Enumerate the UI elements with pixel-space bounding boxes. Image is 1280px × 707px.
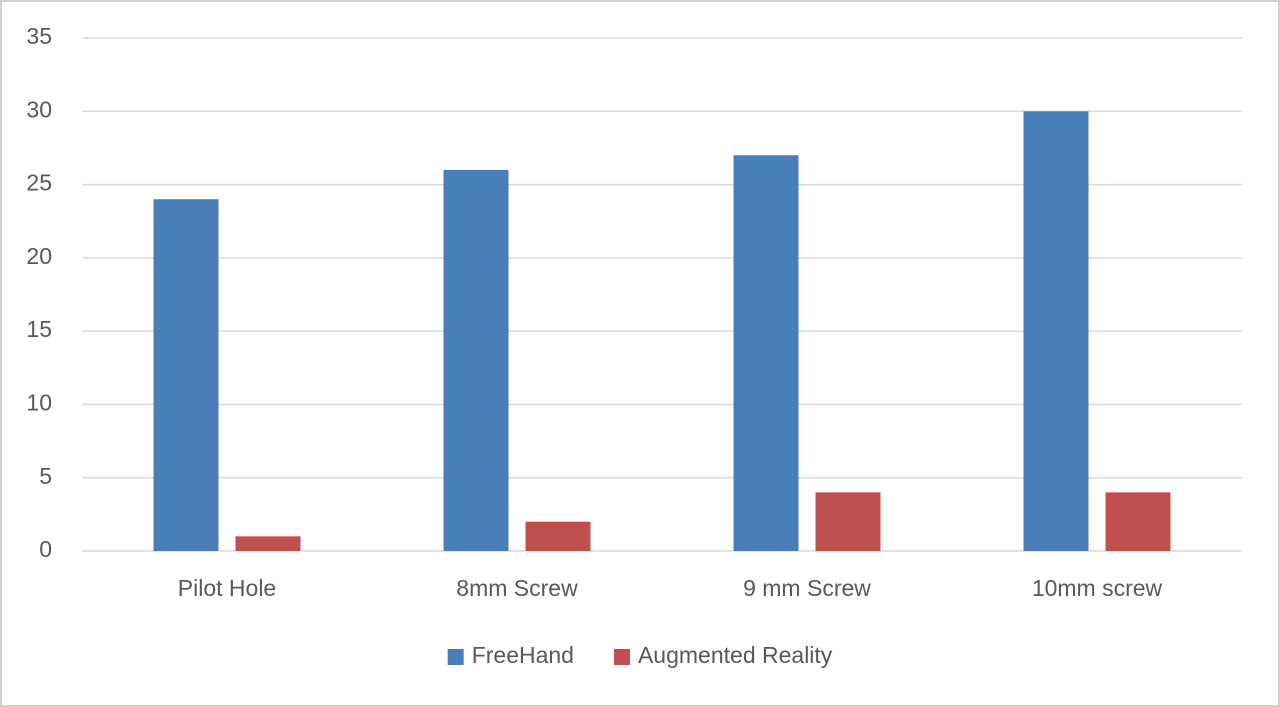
- bar: [1023, 111, 1089, 552]
- bar: [525, 521, 591, 551]
- bar: [815, 492, 881, 551]
- x-tick-label: 9 mm Screw: [743, 575, 871, 601]
- x-tick-label: Pilot Hole: [178, 575, 276, 601]
- legend-swatch: [613, 649, 630, 665]
- y-tick-label: 25: [26, 170, 52, 196]
- y-tick-label: 35: [26, 23, 52, 49]
- x-tick-label: 8mm Screw: [456, 575, 578, 601]
- bar: [235, 536, 301, 551]
- x-tick-label: 10mm screw: [1032, 575, 1163, 601]
- bar: [1105, 492, 1171, 551]
- y-tick-label: 10: [26, 390, 52, 416]
- legend-label: Augmented Reality: [638, 642, 833, 668]
- legend-swatch: [447, 649, 464, 665]
- y-tick-label: 15: [26, 316, 52, 342]
- legend-label: FreeHand: [472, 642, 574, 668]
- bar: [733, 155, 799, 551]
- bar: [153, 199, 219, 551]
- y-tick-label: 20: [26, 243, 52, 269]
- bar: [443, 169, 509, 551]
- y-tick-label: 30: [26, 96, 52, 122]
- y-tick-label: 0: [39, 536, 52, 562]
- y-tick-label: 5: [39, 463, 52, 489]
